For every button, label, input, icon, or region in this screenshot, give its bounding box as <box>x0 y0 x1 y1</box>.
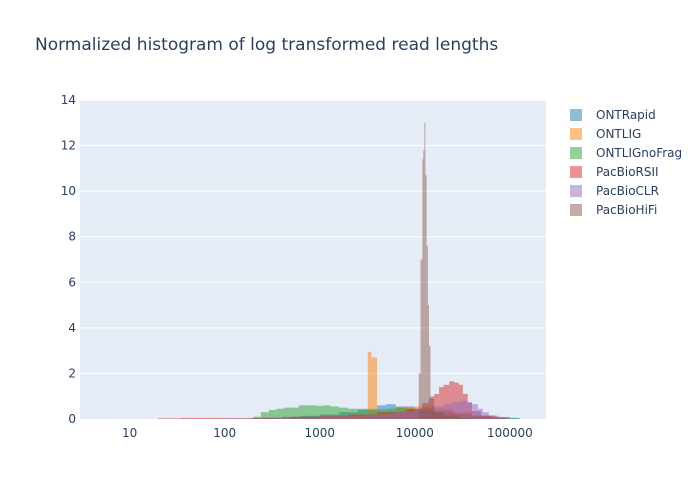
histogram-bar <box>430 396 435 419</box>
histogram-bar <box>319 416 366 419</box>
histogram-bar <box>427 305 430 419</box>
histogram-bar <box>422 159 424 419</box>
histogram-bar <box>426 245 428 419</box>
histogram-bar <box>466 401 473 419</box>
legend-swatch <box>570 166 582 178</box>
legend-swatch <box>570 204 582 216</box>
histogram-bar <box>439 387 444 419</box>
histogram-bar <box>472 404 478 419</box>
histogram-bar <box>260 412 269 419</box>
histogram-bar <box>443 404 453 419</box>
histogram-bar <box>460 417 471 419</box>
histogram-bar <box>454 382 459 419</box>
histogram-bar <box>291 407 299 419</box>
y-tick-label: 10 <box>61 184 76 198</box>
histogram-bar <box>307 405 316 419</box>
histogram-bar <box>425 175 427 419</box>
histogram-bar <box>443 384 450 419</box>
histogram-bar <box>443 415 461 419</box>
histogram-bar <box>509 417 520 419</box>
legend-label: PacBioCLR <box>596 184 659 198</box>
histogram-bar <box>315 405 324 419</box>
histogram-bar <box>488 415 498 419</box>
histogram-bar <box>348 408 358 419</box>
histogram-bar <box>482 412 489 419</box>
legend-label: PacBioRSII <box>596 165 659 179</box>
y-tick-label: 14 <box>61 93 76 107</box>
histogram-bar <box>434 412 444 419</box>
legend-label: ONTLIGnoFrag <box>596 146 682 160</box>
chart-title: Normalized histogram of log transformed … <box>35 35 498 55</box>
legend-swatch <box>570 109 582 121</box>
y-tick-label: 4 <box>68 321 76 335</box>
histogram-bar <box>449 381 455 419</box>
histogram-bar <box>330 406 340 419</box>
series-pacbiohifi <box>418 122 471 420</box>
histogram-bars <box>158 122 520 420</box>
y-tick-label: 8 <box>68 230 76 244</box>
y-tick-label: 12 <box>61 139 76 153</box>
histogram-bar <box>323 405 331 419</box>
histogram-bar <box>203 417 225 419</box>
legend-swatch <box>570 147 582 159</box>
x-tick-label: 10 <box>122 426 137 440</box>
histogram-bar <box>371 357 378 419</box>
histogram-bar <box>283 407 292 419</box>
grid <box>80 99 546 374</box>
histogram-bar <box>497 417 506 419</box>
histogram-bar <box>460 400 467 419</box>
histogram-bar <box>181 417 204 419</box>
x-tick-label: 10000 <box>396 426 434 440</box>
y-axis-ticks: 0 2 4 6 8 10 12 14 <box>61 93 76 426</box>
y-tick-label: 6 <box>68 275 76 289</box>
x-tick-label: 100 <box>213 426 236 440</box>
legend-label: PacBioHiFi <box>596 203 657 217</box>
histogram-bar <box>434 393 440 419</box>
histogram-bar <box>339 407 349 419</box>
plot-area <box>80 100 546 419</box>
histogram-bar <box>452 401 461 419</box>
histogram-bar <box>424 122 426 420</box>
histogram-bar <box>418 373 421 419</box>
legend-label: ONTLIG <box>596 127 641 141</box>
histogram-bar <box>429 346 431 419</box>
histogram-bar <box>365 414 394 419</box>
legend: ONTRapid ONTLIG ONTLIGnoFrag PacBioRSII PacB… <box>570 108 682 217</box>
histogram-bar <box>268 409 277 419</box>
histogram-bar <box>158 418 182 419</box>
x-tick-label: 1000 <box>305 426 336 440</box>
legend-swatch <box>570 185 582 197</box>
x-tick-label: 100000 <box>487 426 533 440</box>
histogram-bar <box>393 411 415 419</box>
histogram-bar <box>420 259 423 419</box>
y-tick-label: 0 <box>68 412 76 426</box>
histogram-bar <box>477 408 483 419</box>
x-axis-ticks: 10 100 1000 10000 100000 <box>122 426 533 440</box>
histogram-bar <box>298 405 308 419</box>
histogram-bar <box>276 408 284 419</box>
histogram-bar <box>270 417 320 419</box>
legend-swatch <box>570 128 582 140</box>
histogram-bar <box>367 351 372 419</box>
legend-label: ONTRapid <box>596 108 656 122</box>
histogram-bar <box>423 150 425 419</box>
y-tick-label: 2 <box>68 366 76 380</box>
